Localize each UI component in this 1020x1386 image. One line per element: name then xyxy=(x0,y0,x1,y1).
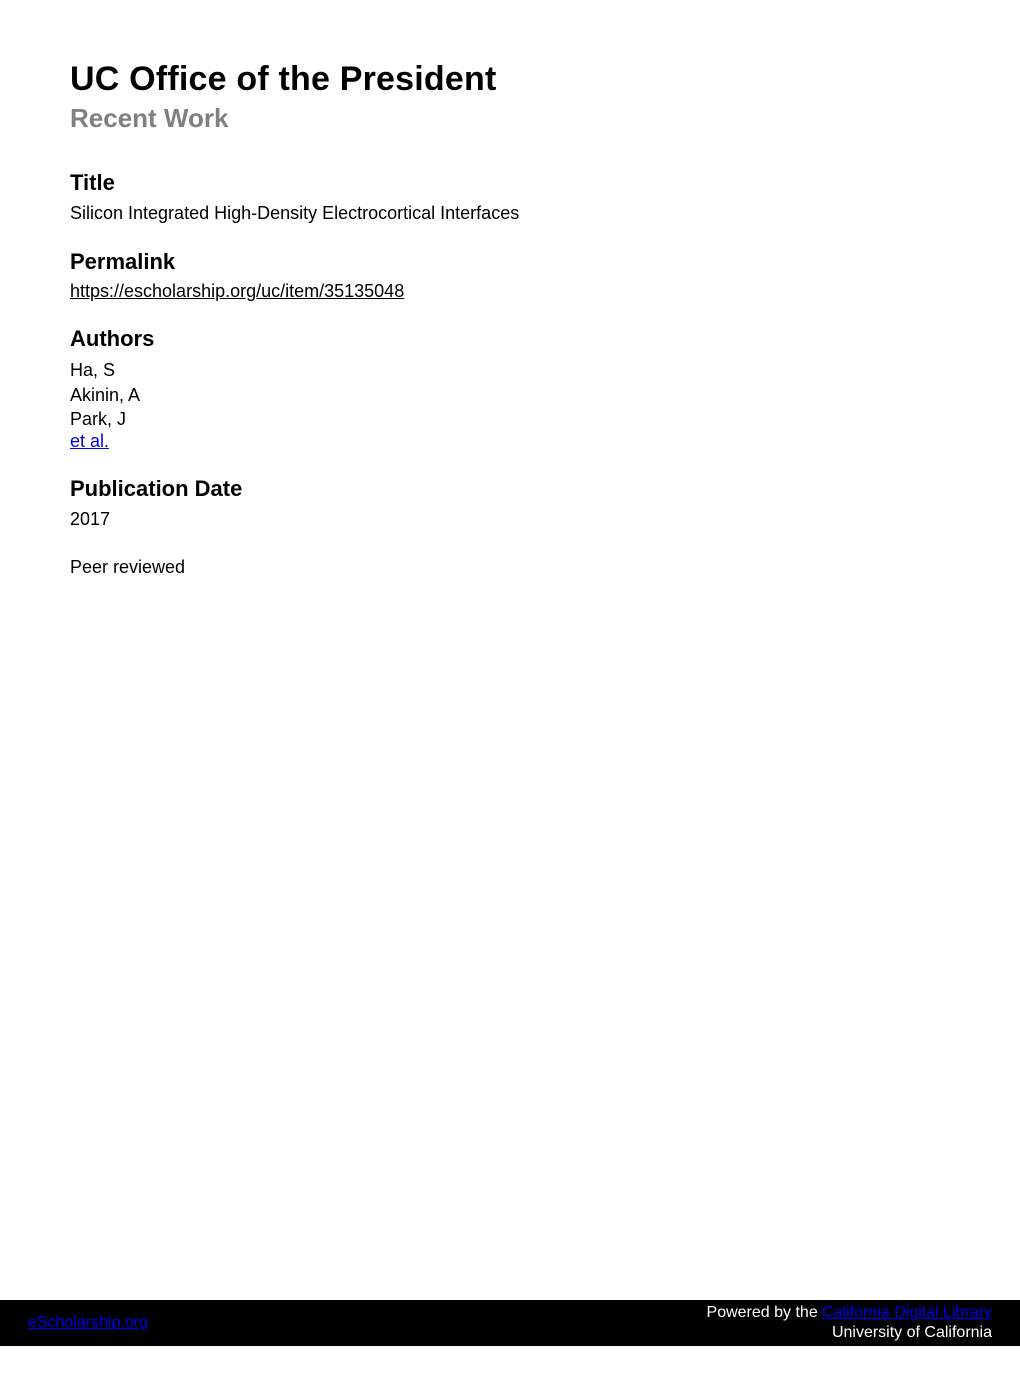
pubdate-year: 2017 xyxy=(70,508,950,531)
paper-title: Silicon Integrated High-Density Electroc… xyxy=(70,202,950,225)
footer-uc-label: University of California xyxy=(707,1323,992,1343)
footer-cdl-link[interactable]: California Digital Library xyxy=(822,1304,992,1321)
author-item: Park, J xyxy=(70,407,950,431)
page-container: UC Office of the President Recent Work T… xyxy=(0,0,1020,1386)
institution-title: UC Office of the President xyxy=(70,60,950,99)
footer-bar: eScholarship.org Powered by the Californ… xyxy=(0,1300,1020,1346)
permalink-url[interactable]: https://escholarship.org/uc/item/3513504… xyxy=(70,281,950,302)
footer-powered-by: Powered by the California Digital Librar… xyxy=(707,1303,992,1323)
collection-subtitle: Recent Work xyxy=(70,103,950,134)
author-item: Ha, S xyxy=(70,358,950,382)
authors-etal-link[interactable]: et al. xyxy=(70,431,109,451)
footer-powered-prefix: Powered by the xyxy=(707,1304,823,1321)
title-heading: Title xyxy=(70,170,950,196)
pubdate-heading: Publication Date xyxy=(70,476,950,502)
permalink-heading: Permalink xyxy=(70,249,950,275)
author-item: Akinin, A xyxy=(70,383,950,407)
authors-list: Ha, S Akinin, A Park, J et al. xyxy=(70,358,950,452)
authors-heading: Authors xyxy=(70,326,950,352)
peer-reviewed-label: Peer reviewed xyxy=(70,556,950,579)
footer-right-block: Powered by the California Digital Librar… xyxy=(707,1303,992,1343)
footer-escholarship-link[interactable]: eScholarship.org xyxy=(28,1314,148,1332)
